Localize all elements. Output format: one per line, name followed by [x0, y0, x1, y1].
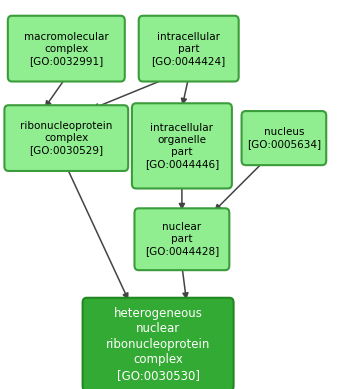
Text: nuclear
part
[GO:0044428]: nuclear part [GO:0044428] — [145, 222, 219, 256]
FancyBboxPatch shape — [139, 16, 239, 82]
FancyBboxPatch shape — [241, 111, 326, 165]
Text: macromolecular
complex
[GO:0032991]: macromolecular complex [GO:0032991] — [24, 32, 109, 66]
FancyBboxPatch shape — [132, 103, 232, 189]
Text: nucleus
[GO:0005634]: nucleus [GO:0005634] — [247, 127, 321, 149]
Text: heterogeneous
nuclear
ribonucleoprotein
complex
[GO:0030530]: heterogeneous nuclear ribonucleoprotein … — [106, 307, 210, 382]
FancyBboxPatch shape — [83, 298, 234, 389]
Text: intracellular
organelle
part
[GO:0044446]: intracellular organelle part [GO:0044446… — [145, 123, 219, 169]
Text: ribonucleoprotein
complex
[GO:0030529]: ribonucleoprotein complex [GO:0030529] — [20, 121, 113, 155]
FancyBboxPatch shape — [4, 105, 128, 171]
Text: intracellular
part
[GO:0044424]: intracellular part [GO:0044424] — [152, 32, 226, 66]
FancyBboxPatch shape — [8, 16, 125, 82]
FancyBboxPatch shape — [135, 209, 230, 270]
